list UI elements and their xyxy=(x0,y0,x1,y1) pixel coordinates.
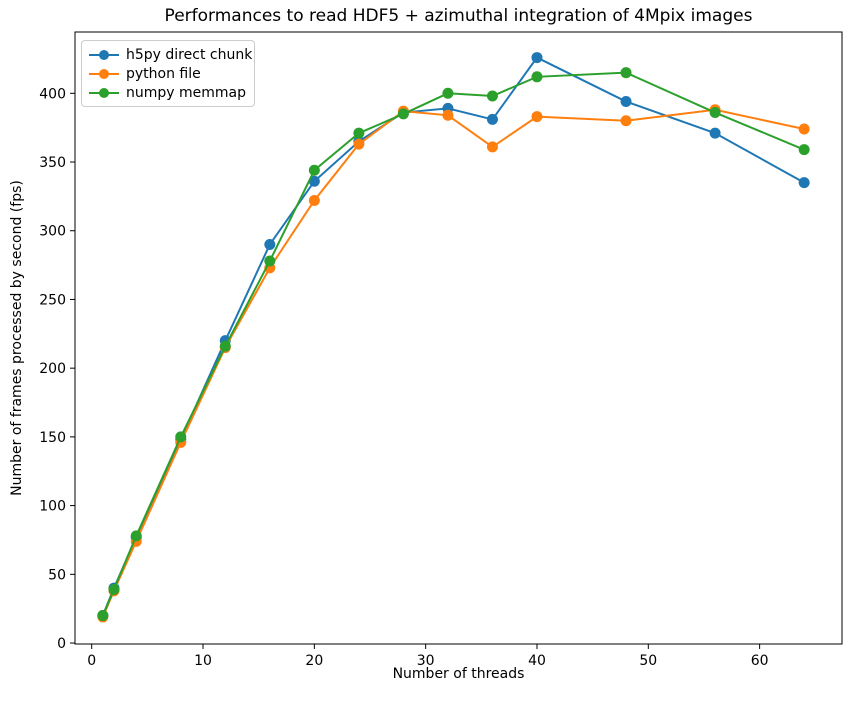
axes-frame xyxy=(74,31,843,645)
legend-item: python file xyxy=(89,64,246,83)
data-point-marker xyxy=(353,138,365,150)
data-point-marker xyxy=(442,87,454,99)
data-point-marker xyxy=(486,141,498,153)
data-point-marker xyxy=(531,71,543,83)
data-point-marker xyxy=(308,175,320,187)
y-tick-label: 300 xyxy=(39,224,66,240)
data-point-marker xyxy=(130,530,142,542)
legend: h5py direct chunk python file numpy memm… xyxy=(81,40,255,107)
x-tick-label: 60 xyxy=(751,653,769,669)
data-point-marker xyxy=(353,127,365,139)
data-point-marker xyxy=(219,340,231,352)
legend-marker-icon xyxy=(89,49,119,60)
y-tick-label: 50 xyxy=(48,567,66,583)
data-point-marker xyxy=(97,610,109,622)
data-point-marker xyxy=(620,115,632,127)
data-point-marker xyxy=(486,90,498,102)
x-tick-label: 30 xyxy=(417,653,435,669)
data-point-marker xyxy=(798,144,810,156)
data-point-marker xyxy=(531,52,543,64)
y-tick-label: 250 xyxy=(39,292,66,308)
data-point-marker xyxy=(397,108,409,120)
series-line-0 xyxy=(101,56,805,616)
data-point-marker xyxy=(620,67,632,79)
data-point-marker xyxy=(108,583,120,595)
y-tick-label: 200 xyxy=(39,361,66,377)
data-point-marker xyxy=(709,127,721,139)
data-point-marker xyxy=(264,255,276,267)
data-point-marker xyxy=(264,238,276,250)
y-tick-label: 350 xyxy=(39,155,66,171)
legend-marker-icon xyxy=(89,87,119,98)
legend-item: h5py direct chunk xyxy=(89,45,252,64)
data-point-marker xyxy=(620,96,632,108)
y-tick-label: 150 xyxy=(39,430,66,446)
legend-marker-icon xyxy=(89,68,119,79)
data-point-marker xyxy=(709,107,721,119)
x-tick-label: 0 xyxy=(87,653,96,669)
data-point-marker xyxy=(486,113,498,125)
data-point-marker xyxy=(798,177,810,189)
data-point-marker xyxy=(308,164,320,176)
x-tick-label: 10 xyxy=(194,653,212,669)
data-point-marker xyxy=(175,431,187,443)
data-point-marker xyxy=(308,194,320,206)
y-tick-label: 400 xyxy=(39,86,66,102)
x-tick-label: 20 xyxy=(305,653,323,669)
data-point-marker xyxy=(442,109,454,121)
y-tick-label: 100 xyxy=(39,499,66,515)
chart-title: Performances to read HDF5 + azimuthal in… xyxy=(164,6,753,26)
series-line-2 xyxy=(101,71,805,616)
x-tick-label: 40 xyxy=(528,653,546,669)
legend-label: python file xyxy=(126,65,201,82)
legend-label: numpy memmap xyxy=(126,84,246,101)
data-point-marker xyxy=(798,123,810,135)
legend-item: numpy memmap xyxy=(89,83,246,102)
x-tick-label: 50 xyxy=(639,653,657,669)
data-point-marker xyxy=(531,111,543,123)
series-line-1 xyxy=(101,108,805,618)
x-axis-label: Number of threads xyxy=(392,666,525,682)
y-tick-label: 0 xyxy=(57,636,66,652)
legend-label: h5py direct chunk xyxy=(126,46,253,63)
